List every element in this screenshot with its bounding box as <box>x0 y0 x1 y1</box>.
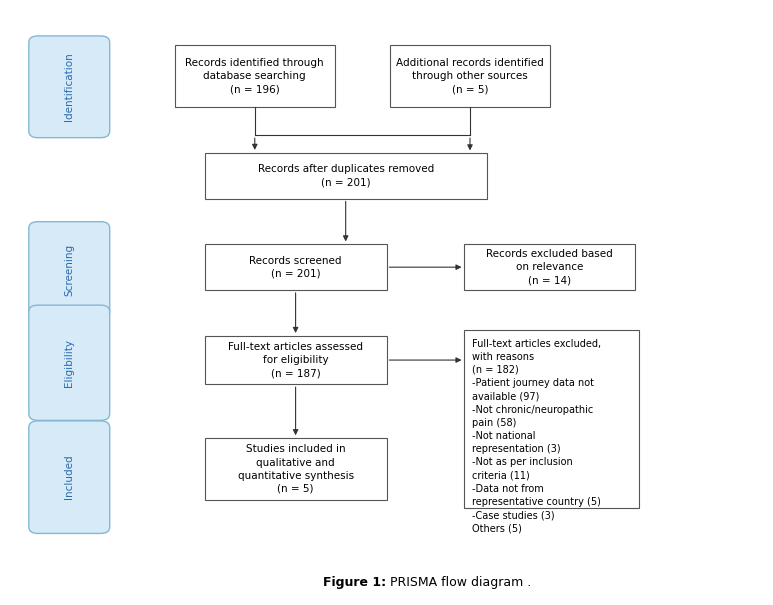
Text: Eligibility: Eligibility <box>64 339 74 387</box>
Bar <box>205 152 487 198</box>
Bar <box>175 45 335 107</box>
Text: Screening: Screening <box>64 244 74 296</box>
Bar <box>465 244 635 290</box>
Bar <box>465 330 638 508</box>
Bar <box>205 438 386 500</box>
Text: Records after duplicates removed
(n = 201): Records after duplicates removed (n = 20… <box>257 164 434 187</box>
FancyBboxPatch shape <box>29 421 110 534</box>
Bar <box>390 45 550 107</box>
Text: Figure 1:: Figure 1: <box>323 576 386 589</box>
Text: Records excluded based
on relevance
(n = 14): Records excluded based on relevance (n =… <box>486 249 613 286</box>
FancyBboxPatch shape <box>29 36 110 138</box>
Text: Studies included in
qualitative and
quantitative synthesis
(n = 5): Studies included in qualitative and quan… <box>237 444 354 494</box>
Bar <box>205 336 386 384</box>
FancyBboxPatch shape <box>29 221 110 318</box>
Text: Full-text articles excluded,
with reasons
(n = 182)
-Patient journey data not
av: Full-text articles excluded, with reason… <box>472 339 601 534</box>
Text: Records screened
(n = 201): Records screened (n = 201) <box>250 255 342 279</box>
Text: Identification: Identification <box>64 53 74 121</box>
Text: PRISMA flow diagram .: PRISMA flow diagram . <box>386 576 532 589</box>
Text: Additional records identified
through other sources
(n = 5): Additional records identified through ot… <box>396 58 544 94</box>
Text: Records identified through
database searching
(n = 196): Records identified through database sear… <box>186 58 324 94</box>
Bar <box>205 244 386 290</box>
FancyBboxPatch shape <box>29 305 110 420</box>
Text: Included: Included <box>64 455 74 500</box>
Text: Full-text articles assessed
for eligibility
(n = 187): Full-text articles assessed for eligibil… <box>228 342 363 378</box>
